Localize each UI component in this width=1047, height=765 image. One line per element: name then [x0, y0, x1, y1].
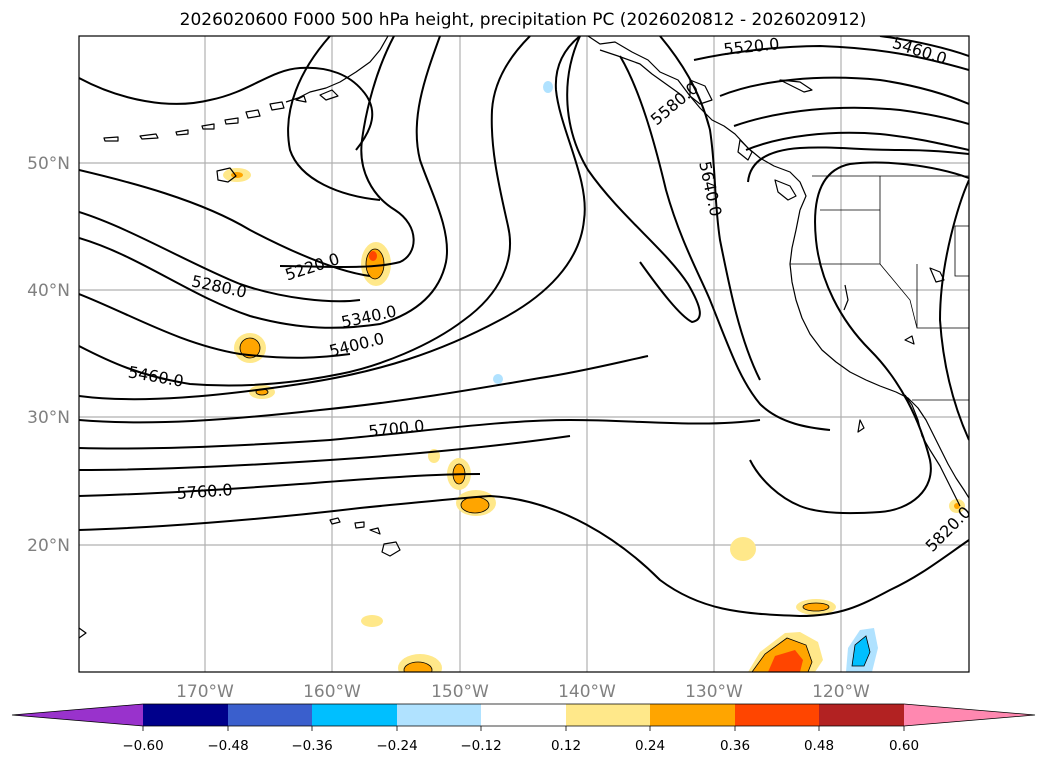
colorbar-swatch: [143, 704, 228, 726]
contour-label: 5220.0: [283, 249, 342, 284]
colorbar-swatch: [819, 704, 904, 726]
contour-label: 5640.0: [695, 160, 725, 219]
contour-label: 5700.0: [368, 416, 426, 441]
lon-label: 120°W: [812, 682, 870, 702]
colorbar-tick-label: 0.48: [804, 738, 834, 754]
colorbar-tick-label: −0.36: [291, 738, 332, 754]
precip-shading: [223, 81, 965, 672]
map-plot-area: 5520.0 5460.0 5580.0 5640.0 5220.0 5280.…: [79, 33, 975, 672]
colorbar-tick-label: −0.60: [122, 738, 163, 754]
political-borders: [790, 175, 969, 401]
height-contours: [79, 36, 969, 617]
colorbar-swatch: [650, 704, 735, 726]
colorbar-tick-label: −0.12: [460, 738, 501, 754]
colorbar-under-swatch: [12, 704, 143, 726]
lat-label: 30°N: [27, 408, 70, 428]
colorbar-tick-label: 0.24: [635, 738, 665, 754]
colorbar-swatch: [481, 704, 566, 726]
lat-label: 40°N: [27, 281, 70, 301]
contour-label: 5760.0: [176, 480, 233, 503]
colorbar-ticks: [142, 726, 905, 731]
lat-label: 20°N: [27, 536, 70, 556]
colorbar-tick-label: 0.36: [720, 738, 750, 754]
contour-label: 5460.0: [127, 362, 185, 390]
contour-label: 5280.0: [190, 272, 249, 302]
lon-label: 170°W: [176, 682, 234, 702]
lon-label: 150°W: [431, 682, 489, 702]
lat-label: 50°N: [27, 154, 70, 174]
contour-label: 5400.0: [327, 329, 386, 361]
lon-label: 140°W: [558, 682, 616, 702]
graticule: [79, 36, 969, 672]
contour-label: 5580.0: [647, 79, 702, 130]
colorbar: −0.60 −0.48 −0.36 −0.24 −0.12 0.12 0.24 …: [11, 703, 1036, 754]
colorbar-swatch: [312, 704, 397, 726]
west-coast: [789, 209, 969, 507]
contour-label: 5520.0: [723, 34, 781, 59]
colorbar-tick-label: −0.48: [207, 738, 248, 754]
colorbar-tick-label: 0.60: [889, 738, 919, 754]
precip-outlines: [239, 248, 871, 672]
contour-label: 5460.0: [890, 33, 949, 68]
contour-label: 5820.0: [922, 503, 975, 556]
contour-label: 5340.0: [340, 302, 399, 332]
colorbar-tick-label: −0.24: [376, 738, 417, 754]
colorbar-swatch: [566, 704, 650, 726]
colorbar-swatch: [397, 704, 481, 726]
colorbar-over-swatch: [904, 704, 1035, 726]
coastlines: [79, 36, 813, 639]
colorbar-swatch: [735, 704, 819, 726]
hawaiian-islands: [329, 517, 401, 557]
lon-label: 160°W: [303, 682, 361, 702]
colorbar-tick-label: 0.12: [551, 738, 581, 754]
map-title: 2026020600 F000 500 hPa height, precipit…: [180, 10, 867, 30]
lon-label: 130°W: [685, 682, 743, 702]
plot-frame: [78, 35, 970, 673]
colorbar-swatch: [228, 704, 312, 726]
